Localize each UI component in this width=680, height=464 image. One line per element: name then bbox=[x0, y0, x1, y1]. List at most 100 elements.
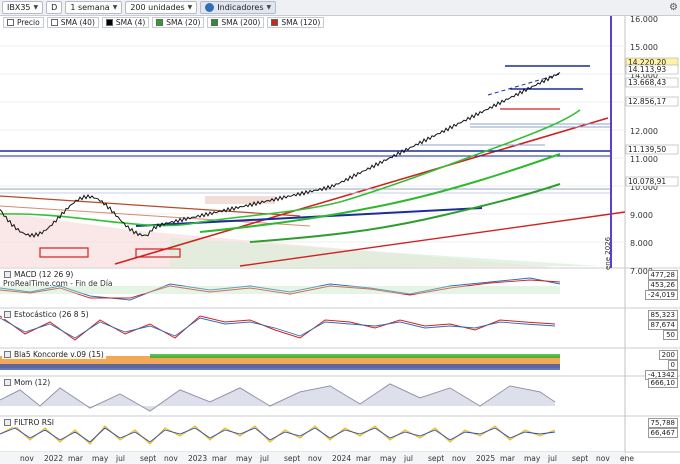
period-selector[interactable]: 1 semana ▼ bbox=[65, 1, 123, 14]
price-badge-label: 14.113,93 bbox=[628, 65, 666, 74]
time-tick-label: nov bbox=[308, 454, 322, 463]
macd-line bbox=[0, 277, 561, 301]
price-tick-label: 16.000 bbox=[630, 16, 658, 24]
time-tick-label: 2023 bbox=[188, 454, 207, 463]
price-badge-label: 13.668,43 bbox=[628, 78, 666, 87]
mom-area bbox=[0, 384, 555, 411]
stochastic-signal bbox=[0, 317, 556, 339]
price-badge bbox=[625, 77, 679, 88]
pane-settings-icon[interactable] bbox=[4, 351, 11, 358]
symbol-selector[interactable]: IBX35 ▼ bbox=[2, 1, 44, 14]
pane-title[interactable]: Mom (12) bbox=[2, 378, 53, 387]
pane-value-badge: 85,323 bbox=[647, 310, 678, 320]
legend-swatch-icon bbox=[7, 19, 14, 26]
legend-label: SMA (4) bbox=[115, 18, 146, 27]
chart-area[interactable]: nov 2022 mar may jul sept nov 2023 mar may jul sept… bbox=[0, 15, 680, 464]
legend-item[interactable]: SMA (40) bbox=[46, 17, 99, 28]
time-tick-label: ene bbox=[620, 454, 634, 463]
legend-label: SMA (200) bbox=[221, 18, 261, 27]
pane-title[interactable]: Bla5 Koncorde v.09 (15) bbox=[2, 350, 106, 359]
legend-label: Precio bbox=[17, 18, 40, 27]
price-tick-label: 11.000 bbox=[630, 155, 658, 164]
legend-swatch-icon bbox=[50, 19, 58, 26]
letter-label: D bbox=[51, 3, 58, 12]
indicators-icon bbox=[205, 3, 215, 12]
price-tick-label: 12.000 bbox=[630, 127, 658, 136]
koncorde-blue bbox=[0, 364, 560, 370]
pane-value-badge: 0 bbox=[667, 360, 678, 370]
grid-lines bbox=[0, 45, 625, 243]
sma40-line bbox=[199, 153, 561, 233]
pane-title[interactable]: FILTRO RSI bbox=[2, 418, 56, 427]
legend-item[interactable]: SMA (4) bbox=[101, 17, 150, 28]
stochastic-line bbox=[0, 315, 556, 341]
marker-box bbox=[135, 248, 181, 258]
chevron-down-icon: ▼ bbox=[112, 4, 118, 11]
price-tick-label: 10.000 bbox=[630, 183, 658, 192]
chart-canvas[interactable]: nov 2022 mar may jul sept nov 2023 mar may jul sept… bbox=[0, 15, 680, 464]
sma200-line bbox=[249, 183, 561, 243]
chevron-down-icon: ▼ bbox=[187, 4, 193, 11]
time-tick-label: mar bbox=[68, 454, 84, 463]
pane-settings-icon[interactable] bbox=[4, 311, 11, 318]
time-tick-label: may bbox=[524, 454, 541, 463]
legend-item[interactable]: SMA (200) bbox=[207, 17, 265, 28]
pane-value-badge: -24,019 bbox=[644, 290, 678, 300]
mom-line bbox=[0, 383, 556, 412]
time-tick-label: nov bbox=[452, 454, 466, 463]
chevron-down-icon: ▼ bbox=[266, 4, 272, 11]
time-tick-label: 2022 bbox=[44, 454, 63, 463]
time-tick-label: nov bbox=[596, 454, 610, 463]
time-tick-label: nov bbox=[164, 454, 178, 463]
price-line bbox=[0, 72, 561, 239]
price-badge-label: 14.220,20 bbox=[628, 58, 666, 67]
time-tick-label: may bbox=[236, 454, 253, 463]
legend-label: SMA (40) bbox=[60, 18, 95, 27]
indicators-button[interactable]: Indicadores ▼ bbox=[200, 1, 277, 14]
pane-value-badge: 477,28 bbox=[647, 270, 678, 280]
pane-value-badge: 87,674 bbox=[647, 320, 678, 330]
price-badge-label: 10.078,91 bbox=[628, 177, 666, 186]
legend-swatch-icon bbox=[156, 19, 164, 26]
price-badge-label: 11.139,50 bbox=[628, 145, 666, 154]
price-badge bbox=[625, 64, 679, 75]
time-tick-label: jul bbox=[547, 454, 557, 463]
period-label: 1 semana bbox=[70, 3, 110, 12]
gear-icon[interactable]: ⚙ bbox=[669, 2, 678, 13]
legend-swatch-icon bbox=[271, 19, 279, 26]
legend-item[interactable]: Precio bbox=[3, 17, 44, 28]
pane-value-badge: 200 bbox=[658, 350, 678, 360]
pane-title[interactable]: MACD (12 26 9) bbox=[2, 270, 76, 279]
units-selector[interactable]: 200 unidades ▼ bbox=[125, 1, 198, 14]
time-tick-label: jul bbox=[403, 454, 413, 463]
price-tick-label: 7.000 bbox=[630, 267, 653, 276]
pane-title[interactable]: Estocástico (26 8 5) bbox=[2, 310, 91, 319]
units-label: 200 unidades bbox=[130, 3, 185, 12]
legend-item[interactable]: SMA (120) bbox=[267, 17, 325, 28]
time-tick-label: jul bbox=[259, 454, 269, 463]
source-note: ProRealTime.com - Fin de Día bbox=[3, 279, 113, 288]
pane-value-badge: 453,26 bbox=[647, 280, 678, 290]
marker-box bbox=[39, 247, 89, 258]
chevron-down-icon: ▼ bbox=[33, 4, 39, 11]
pane-title-label: Bla5 Koncorde v.09 (15) bbox=[14, 350, 104, 359]
time-tick-label: sept bbox=[140, 454, 156, 463]
pane-title-label: MACD (12 26 9) bbox=[14, 270, 74, 279]
pane-settings-icon[interactable] bbox=[4, 379, 11, 386]
sma20-line bbox=[0, 109, 581, 227]
macd-histogram bbox=[0, 286, 560, 294]
pane-settings-icon[interactable] bbox=[4, 271, 11, 278]
time-tick-label: nov bbox=[20, 454, 34, 463]
rsi-line bbox=[0, 425, 556, 445]
time-tick-label: jul bbox=[115, 454, 125, 463]
price-tick-label: 14.000 bbox=[630, 71, 658, 80]
price-axis: 16.00015.00014.00013.00012.00011.00010.0… bbox=[625, 15, 679, 276]
pane-settings-icon[interactable] bbox=[4, 419, 11, 426]
legend-swatch-icon bbox=[105, 19, 113, 26]
legend-item[interactable]: SMA (20) bbox=[152, 17, 205, 28]
price-badge bbox=[625, 144, 679, 155]
time-tick-label: sept bbox=[572, 454, 588, 463]
signal-line bbox=[0, 279, 561, 299]
letter-button[interactable]: D bbox=[46, 1, 63, 14]
legend-label: SMA (120) bbox=[281, 18, 321, 27]
